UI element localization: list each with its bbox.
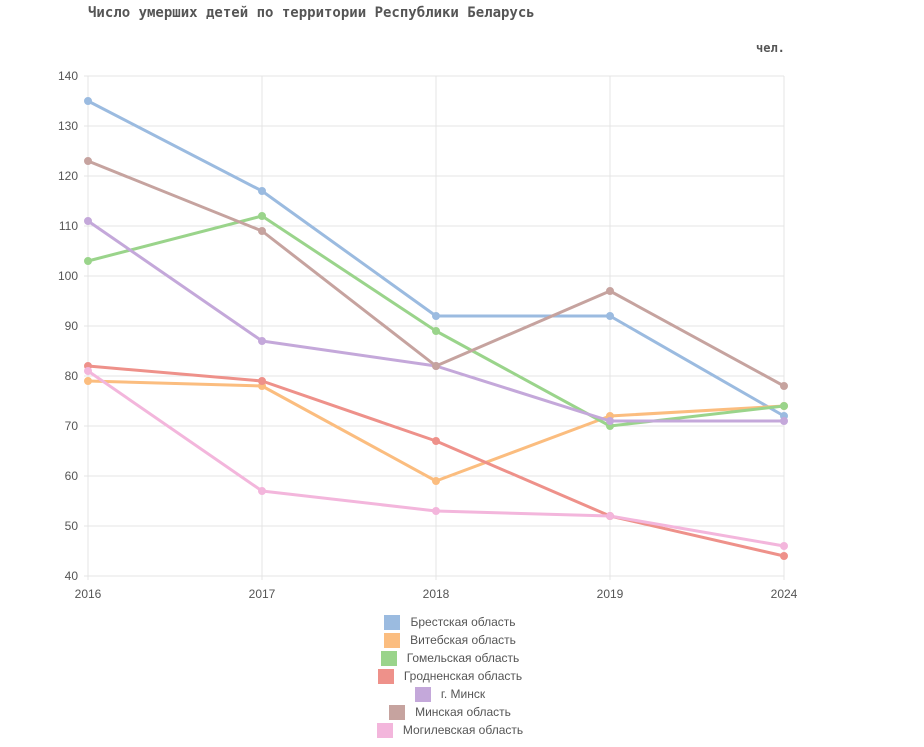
legend-label: Брестская область bbox=[410, 615, 516, 629]
x-tick-label: 2024 bbox=[771, 587, 798, 601]
series-points bbox=[84, 97, 788, 560]
data-point[interactable] bbox=[432, 362, 440, 370]
legend-item[interactable]: Гомельская область bbox=[0, 649, 900, 667]
y-tick-label: 130 bbox=[58, 119, 78, 133]
legend-item[interactable]: Могилевская область bbox=[0, 721, 900, 739]
x-tick-label: 2017 bbox=[249, 587, 276, 601]
unit-label: чел. bbox=[756, 41, 785, 55]
y-tick-label: 110 bbox=[59, 219, 78, 233]
legend-swatch bbox=[376, 722, 393, 738]
data-point[interactable] bbox=[432, 437, 440, 445]
legend-swatch bbox=[384, 632, 401, 648]
data-point[interactable] bbox=[84, 257, 92, 265]
legend-label: Гродненская область bbox=[403, 669, 523, 683]
data-point[interactable] bbox=[258, 212, 266, 220]
data-point[interactable] bbox=[780, 402, 788, 410]
data-point[interactable] bbox=[84, 97, 92, 105]
y-tick-label: 100 bbox=[58, 269, 78, 283]
data-point[interactable] bbox=[606, 312, 614, 320]
data-point[interactable] bbox=[780, 552, 788, 560]
x-axis-ticks: 2016 2017 2018 2019 2024 bbox=[75, 587, 798, 601]
legend-label: Могилевская область bbox=[402, 723, 524, 737]
legend-swatch bbox=[384, 614, 401, 630]
data-point[interactable] bbox=[258, 487, 266, 495]
legend-item[interactable]: г. Минск bbox=[0, 685, 900, 703]
legend-swatch bbox=[414, 686, 431, 702]
legend-item[interactable]: Брестская область bbox=[0, 613, 900, 631]
legend-label: г. Минск bbox=[440, 687, 486, 701]
data-point[interactable] bbox=[84, 217, 92, 225]
y-tick-label: 80 bbox=[65, 369, 79, 383]
data-point[interactable] bbox=[258, 187, 266, 195]
data-point[interactable] bbox=[84, 377, 92, 385]
line-chart: 40 50 60 70 80 90 100 110 120 130 140 2016 2017 2018… bbox=[58, 69, 798, 601]
y-axis-ticks: 40 50 60 70 80 90 100 110 120 130 140 bbox=[58, 69, 78, 583]
y-tick-label: 50 bbox=[65, 519, 79, 533]
data-point[interactable] bbox=[432, 477, 440, 485]
legend-item[interactable]: Минская область bbox=[0, 703, 900, 721]
legend-swatch bbox=[377, 668, 394, 684]
legend-item[interactable]: Гродненская область bbox=[0, 667, 900, 685]
y-tick-label: 40 bbox=[65, 569, 79, 583]
y-tick-label: 140 bbox=[58, 69, 78, 83]
y-tick-label: 90 bbox=[65, 319, 79, 333]
data-point[interactable] bbox=[780, 417, 788, 425]
legend-label: Витебская область bbox=[410, 633, 516, 647]
data-point[interactable] bbox=[432, 327, 440, 335]
legend: Брестская область Витебская область Гомель… bbox=[0, 613, 900, 739]
legend-label: Гомельская область bbox=[406, 651, 520, 665]
data-point[interactable] bbox=[606, 417, 614, 425]
y-tick-label: 120 bbox=[58, 169, 78, 183]
data-point[interactable] bbox=[780, 382, 788, 390]
legend-label: Минская область bbox=[415, 705, 511, 719]
data-point[interactable] bbox=[606, 512, 614, 520]
data-point[interactable] bbox=[432, 507, 440, 515]
y-tick-label: 60 bbox=[65, 469, 79, 483]
legend-swatch bbox=[389, 704, 406, 720]
legend-swatch bbox=[380, 650, 397, 666]
y-tick-label: 70 bbox=[65, 419, 79, 433]
data-point[interactable] bbox=[84, 367, 92, 375]
x-tick-label: 2016 bbox=[75, 587, 102, 601]
data-point[interactable] bbox=[432, 312, 440, 320]
data-point[interactable] bbox=[84, 157, 92, 165]
x-tick-label: 2019 bbox=[597, 587, 624, 601]
data-point[interactable] bbox=[258, 227, 266, 235]
data-point[interactable] bbox=[258, 337, 266, 345]
data-point[interactable] bbox=[606, 287, 614, 295]
legend-item[interactable]: Витебская область bbox=[0, 631, 900, 649]
chart-title: Число умерших детей по территории Респуб… bbox=[88, 5, 535, 21]
x-tick-label: 2018 bbox=[423, 587, 450, 601]
data-point[interactable] bbox=[780, 542, 788, 550]
data-point[interactable] bbox=[258, 377, 266, 385]
